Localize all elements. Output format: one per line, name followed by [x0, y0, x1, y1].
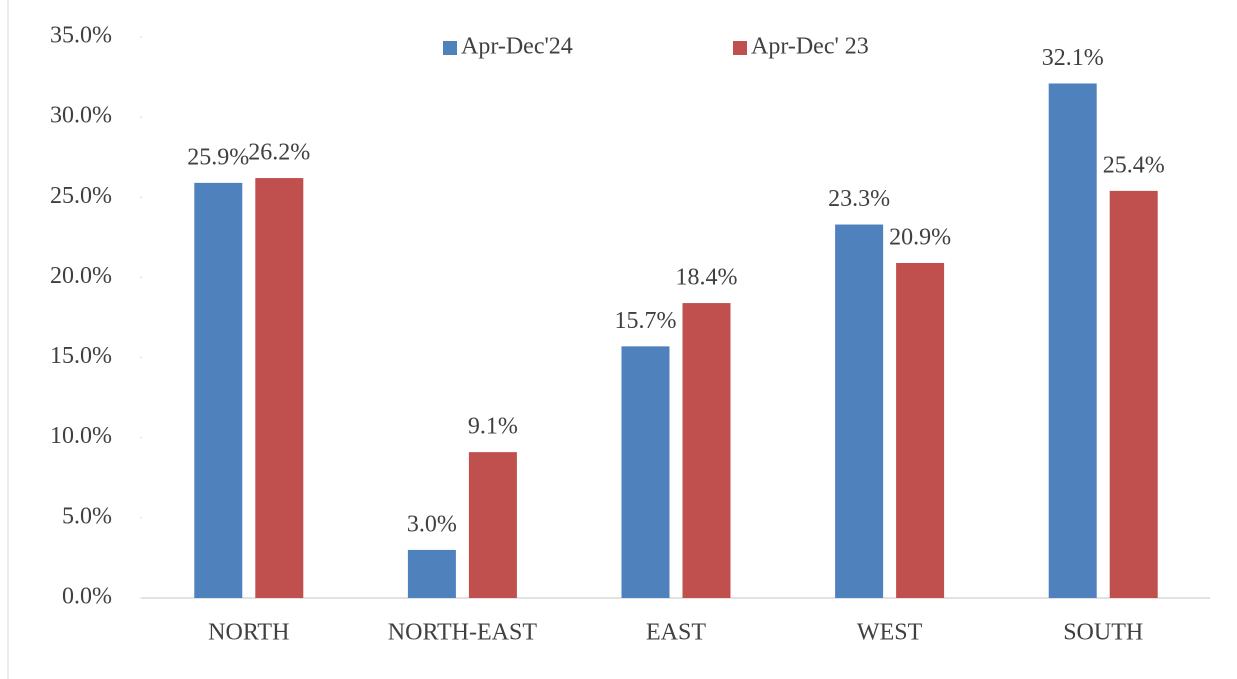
x-tick-label: SOUTH — [1063, 620, 1143, 646]
y-tick-label: 10.0% — [50, 423, 112, 449]
value-label: 26.2% — [248, 140, 310, 166]
y-tick-label: 5.0% — [62, 503, 112, 529]
y-tick-label: 20.0% — [50, 263, 112, 289]
value-label: 23.3% — [828, 186, 890, 212]
x-tick-label: EAST — [646, 620, 706, 646]
value-label: 25.9% — [187, 144, 249, 170]
bar — [407, 549, 456, 598]
bar — [896, 263, 945, 598]
bar — [255, 178, 304, 598]
bar — [1109, 190, 1158, 599]
legend-swatch — [443, 41, 457, 55]
bar — [1048, 83, 1097, 599]
bar — [194, 182, 243, 599]
x-tick-label: WEST — [857, 620, 923, 646]
value-label: 15.7% — [615, 308, 677, 334]
x-tick-label: NORTH — [208, 620, 289, 646]
y-tick-label: 15.0% — [50, 343, 112, 369]
value-label: 18.4% — [676, 265, 738, 291]
value-label: 20.9% — [889, 225, 951, 251]
y-tick-label: 35.0% — [50, 23, 112, 49]
legend-swatch — [733, 41, 747, 55]
y-tick-label: 25.0% — [50, 183, 112, 209]
y-tick-label: 30.0% — [50, 103, 112, 129]
y-tick-label: 0.0% — [62, 584, 112, 610]
legend-label: Apr-Dec'24 — [461, 34, 573, 60]
bar — [621, 346, 670, 598]
value-label: 25.4% — [1103, 152, 1165, 178]
bar — [835, 224, 884, 598]
value-label: 32.1% — [1042, 45, 1104, 71]
value-label: 3.0% — [407, 511, 457, 537]
legend-label: Apr-Dec' 23 — [751, 34, 869, 60]
x-tick-label: NORTH-EAST — [388, 620, 538, 646]
value-label: 9.1% — [468, 414, 518, 440]
bar — [682, 303, 731, 598]
bar — [468, 452, 517, 598]
